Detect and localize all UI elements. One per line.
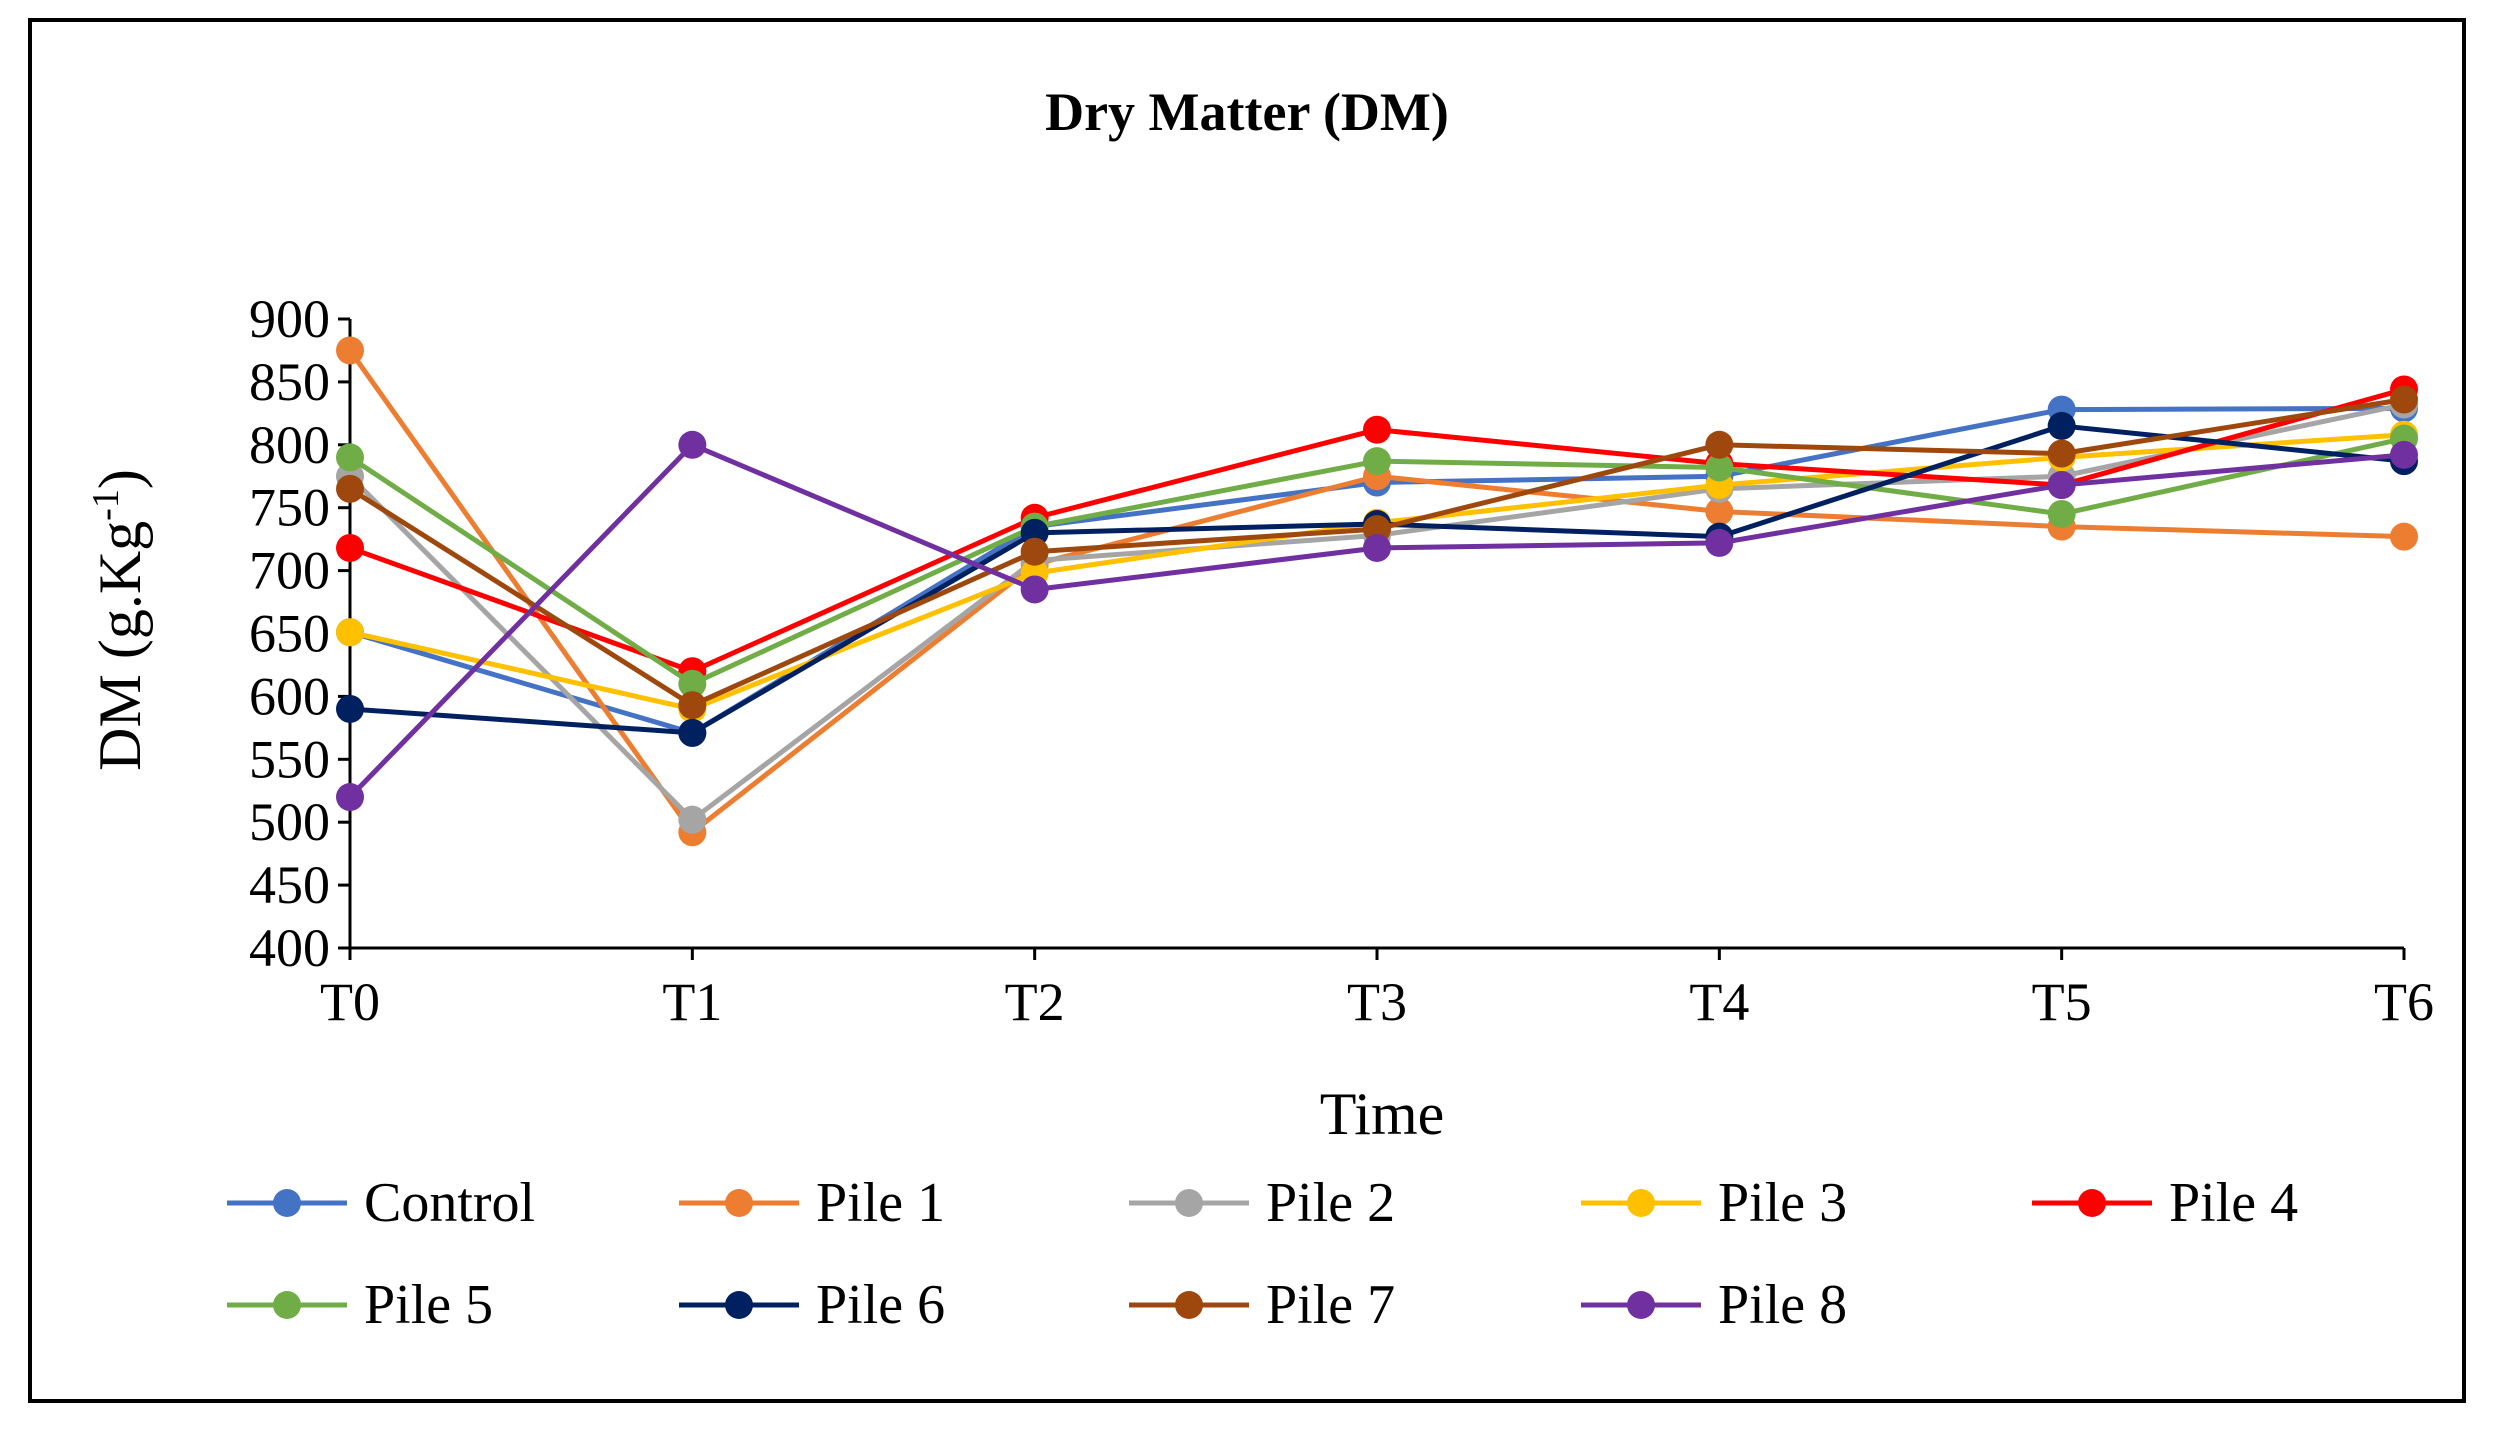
data-point-pile-5	[336, 443, 364, 472]
legend-swatch-marker	[1627, 1291, 1655, 1319]
x-tick-label: T2	[1005, 972, 1065, 1032]
legend-label: Pile 3	[1718, 1172, 1847, 1234]
data-point-pile-3	[336, 618, 364, 647]
y-tick-label: 850	[249, 352, 330, 412]
legend-item-pile-1: Pile 1	[679, 1172, 945, 1234]
legend-swatch-marker	[1175, 1291, 1203, 1319]
x-tick-label: T0	[320, 972, 380, 1032]
y-tick-label: 800	[249, 415, 330, 475]
legend-label: Pile 1	[816, 1172, 945, 1234]
data-point-pile-1	[1705, 497, 1734, 526]
data-point-pile-5	[678, 669, 707, 698]
legend-swatch-marker	[273, 1291, 301, 1319]
x-tick-label: T5	[2032, 972, 2092, 1032]
legend-item-pile-5: Pile 5	[227, 1274, 493, 1336]
data-point-pile-8	[678, 430, 707, 459]
legend-label: Pile 8	[1718, 1274, 1847, 1336]
x-axis-label: Time	[1320, 1081, 1445, 1147]
data-point-pile-7	[2390, 385, 2418, 414]
legend-swatch-marker	[725, 1291, 753, 1319]
series-layer	[336, 336, 2418, 847]
legend-swatch-marker	[2078, 1189, 2106, 1217]
y-tick-label: 450	[249, 855, 330, 915]
legend-swatch-marker	[273, 1189, 301, 1217]
y-tick-label: 900	[249, 289, 330, 349]
data-point-pile-2	[678, 805, 707, 834]
data-point-pile-7	[1705, 430, 1734, 459]
series-pile-7	[336, 385, 2418, 720]
legend-label: Pile 2	[1266, 1172, 1395, 1234]
data-point-pile-5	[1705, 453, 1734, 482]
y-tick-label: 650	[249, 604, 330, 664]
legend-item-control: Control	[227, 1172, 535, 1234]
x-tick-label: T4	[1689, 972, 1749, 1032]
legend-label: Pile 7	[1266, 1274, 1395, 1336]
data-point-pile-7	[336, 474, 364, 503]
legend-item-pile-7: Pile 7	[1129, 1274, 1395, 1336]
series-pile-1	[336, 336, 2418, 847]
legend-label: Pile 5	[364, 1274, 493, 1336]
legend-item-pile-8: Pile 8	[1581, 1274, 1847, 1336]
y-tick-label: 500	[249, 792, 330, 852]
data-point-pile-4	[336, 533, 364, 562]
data-point-pile-1	[336, 336, 364, 365]
data-point-pile-1	[2390, 522, 2418, 551]
x-tick-label: T1	[662, 972, 722, 1032]
data-point-pile-5	[1363, 447, 1391, 476]
series-pile-8	[336, 430, 2418, 812]
data-point-pile-8	[2390, 440, 2418, 469]
legend-item-pile-2: Pile 2	[1129, 1172, 1395, 1234]
data-point-pile-8	[336, 783, 364, 812]
x-tick-label: T3	[1347, 972, 1407, 1032]
data-point-pile-6	[2047, 411, 2076, 440]
legend: Control Pile 1 Pile 2 Pile 3 Pile 4 Pile 5 Pil…	[227, 1172, 2298, 1336]
data-point-pile-7	[678, 691, 707, 720]
data-point-pile-6	[336, 694, 364, 723]
legend-label: Control	[364, 1172, 535, 1234]
chart-frame: Dry Matter (DM) DM (g.Kg-1) Time 400 450 5…	[28, 18, 2466, 1403]
y-tick-label: 400	[249, 918, 330, 978]
legend-label: Pile 6	[816, 1274, 945, 1336]
legend-item-pile-6: Pile 6	[679, 1274, 945, 1336]
x-tick-label: T6	[2374, 972, 2434, 1032]
data-point-pile-6	[678, 718, 707, 747]
data-point-pile-5	[2047, 499, 2076, 528]
legend-swatch-marker	[725, 1189, 753, 1217]
y-tick-label: 700	[249, 541, 330, 601]
chart-title: Dry Matter (DM)	[1045, 82, 1449, 142]
data-point-pile-8	[2047, 471, 2076, 500]
dry-matter-line-chart: Dry Matter (DM) DM (g.Kg-1) Time 4004505…	[85, 82, 2434, 1336]
legend-item-pile-4: Pile 4	[2032, 1172, 2298, 1234]
data-point-pile-8	[1020, 575, 1049, 604]
data-point-pile-4	[1363, 415, 1391, 444]
legend-label: Pile 4	[2169, 1172, 2298, 1234]
y-tick-label: 550	[249, 729, 330, 789]
legend-swatch-marker	[1175, 1189, 1203, 1217]
legend-swatch-marker	[1627, 1189, 1655, 1217]
series-line-pile-8	[348, 442, 2405, 799]
y-tick-label: 750	[249, 478, 330, 538]
data-point-pile-7	[2047, 439, 2076, 468]
data-point-pile-8	[1363, 533, 1391, 562]
data-point-pile-7	[1020, 537, 1049, 566]
legend-item-pile-3: Pile 3	[1581, 1172, 1847, 1234]
data-point-pile-8	[1705, 528, 1734, 557]
y-tick-label: 600	[249, 666, 330, 726]
y-axis-label: DM (g.Kg-1)	[85, 469, 153, 771]
